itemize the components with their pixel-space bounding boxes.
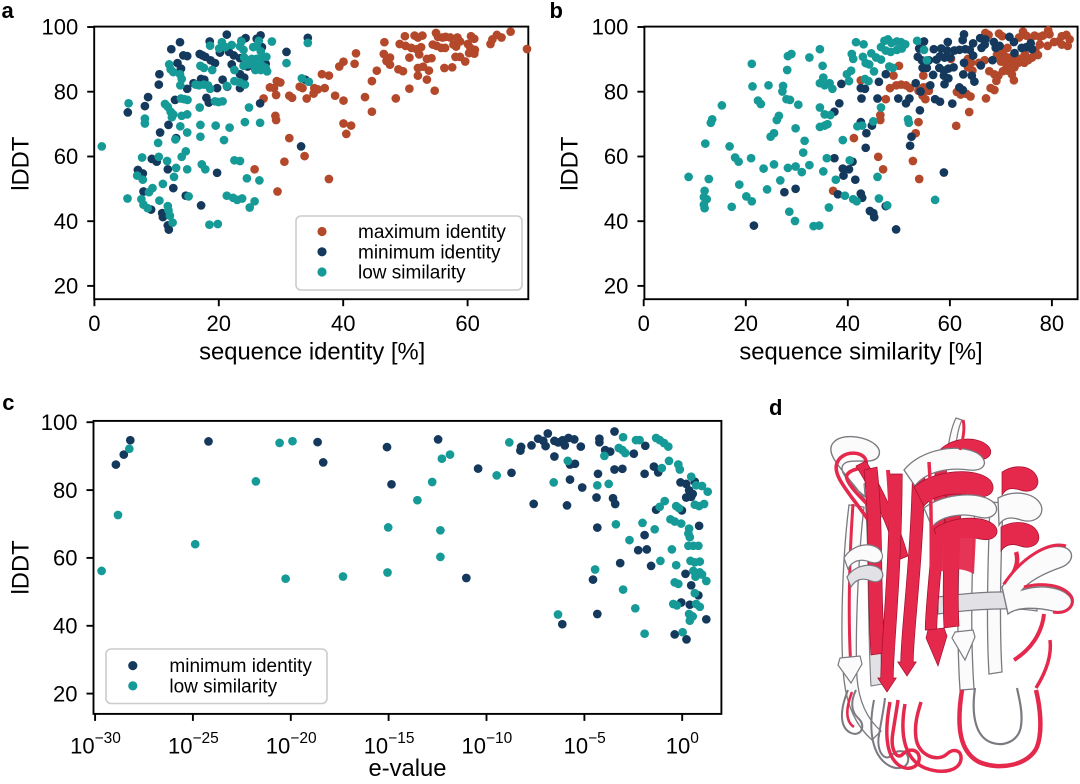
svg-text:c: c bbox=[2, 390, 14, 415]
svg-text:0: 0 bbox=[638, 311, 650, 336]
svg-text:100: 100 bbox=[41, 15, 78, 40]
svg-text:60: 60 bbox=[455, 311, 479, 336]
svg-text:100: 100 bbox=[41, 410, 78, 435]
svg-text:minimum identity: minimum identity bbox=[358, 242, 501, 263]
svg-text:lDDT: lDDT bbox=[8, 540, 35, 594]
svg-text:b: b bbox=[550, 0, 563, 23]
svg-text:20: 20 bbox=[207, 311, 231, 336]
svg-text:40: 40 bbox=[54, 209, 78, 234]
svg-text:20: 20 bbox=[53, 681, 77, 706]
svg-text:10−10: 10−10 bbox=[462, 730, 513, 759]
svg-text:low similarity: low similarity bbox=[169, 677, 277, 698]
svg-text:100: 100 bbox=[592, 15, 629, 40]
svg-text:40: 40 bbox=[53, 614, 77, 639]
svg-text:60: 60 bbox=[604, 144, 628, 169]
svg-text:60: 60 bbox=[938, 311, 962, 336]
svg-text:60: 60 bbox=[54, 144, 78, 169]
svg-text:80: 80 bbox=[53, 478, 77, 503]
svg-text:80: 80 bbox=[1040, 311, 1064, 336]
svg-text:80: 80 bbox=[604, 79, 628, 104]
svg-text:low similarity: low similarity bbox=[358, 263, 466, 284]
svg-text:lDDT: lDDT bbox=[8, 137, 35, 191]
svg-text:40: 40 bbox=[604, 209, 628, 234]
svg-text:0: 0 bbox=[88, 311, 100, 336]
svg-text:d: d bbox=[769, 395, 782, 420]
svg-text:maximum identity: maximum identity bbox=[358, 222, 506, 243]
svg-text:20: 20 bbox=[604, 274, 628, 299]
svg-text:sequence identity [%]: sequence identity [%] bbox=[199, 339, 425, 366]
svg-text:lDDT: lDDT bbox=[557, 137, 584, 191]
svg-text:20: 20 bbox=[54, 274, 78, 299]
svg-text:minimum identity: minimum identity bbox=[169, 656, 312, 677]
svg-text:60: 60 bbox=[53, 546, 77, 571]
svg-text:a: a bbox=[2, 0, 15, 23]
svg-text:40: 40 bbox=[836, 311, 860, 336]
svg-text:20: 20 bbox=[734, 311, 758, 336]
svg-text:40: 40 bbox=[331, 311, 355, 336]
svg-text:sequence similarity [%]: sequence similarity [%] bbox=[739, 339, 982, 366]
svg-text:e-value: e-value bbox=[368, 755, 446, 782]
svg-text:80: 80 bbox=[54, 79, 78, 104]
